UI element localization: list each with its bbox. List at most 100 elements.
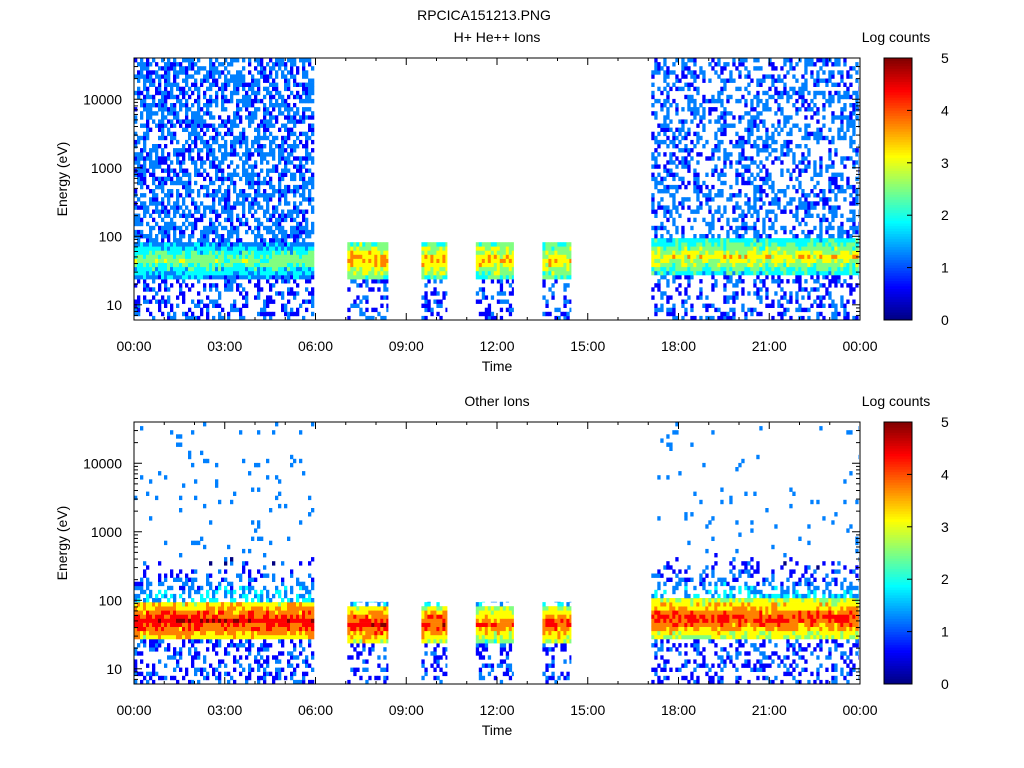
colorbar-step	[884, 246, 912, 250]
colorbar-step	[884, 293, 912, 297]
colorbar-step	[884, 631, 912, 635]
colorbar-step	[884, 560, 912, 564]
data-segment	[347, 601, 389, 685]
colorbar-step	[884, 309, 912, 313]
colorbar-step	[884, 584, 912, 588]
colorbar-step	[884, 503, 912, 507]
colorbar-step	[884, 613, 912, 617]
data-segment	[421, 242, 448, 321]
y-tick-label: 10000	[83, 455, 122, 471]
x-tick-label: 09:00	[389, 702, 424, 718]
colorbar-tick-label: 3	[941, 519, 949, 535]
colorbar-tick-label: 0	[941, 676, 949, 692]
colorbar-step	[884, 477, 912, 481]
colorbar-tick-label: 1	[941, 624, 949, 640]
colorbar-step	[884, 505, 912, 509]
colorbar-step	[884, 204, 912, 208]
data-segment	[475, 601, 514, 685]
colorbar-step	[884, 634, 912, 638]
colorbar-step	[884, 623, 912, 627]
colorbar-step	[884, 608, 912, 612]
colorbar-step	[884, 118, 912, 122]
colorbar-step	[884, 639, 912, 643]
y-tick-label: 100	[99, 228, 123, 244]
y-axis-label: Energy (eV)	[54, 142, 70, 217]
colorbar-step	[884, 207, 912, 211]
colorbar-step	[884, 249, 912, 253]
colorbar-step	[884, 278, 912, 282]
colorbar-step	[884, 621, 912, 625]
spectrogram	[134, 422, 859, 685]
colorbar-step	[884, 568, 912, 572]
colorbar-step	[884, 450, 912, 454]
colorbar-step	[884, 181, 912, 185]
colorbar-step	[884, 511, 912, 515]
colorbar-step	[884, 162, 912, 166]
y-tick-label: 10	[106, 297, 122, 313]
colorbar-step	[884, 228, 912, 232]
colorbar-step	[884, 516, 912, 520]
y-tick-label: 1000	[91, 524, 122, 540]
colorbar-step	[884, 212, 912, 216]
y-tick-label: 100	[99, 592, 123, 608]
x-tick-label: 15:00	[570, 338, 605, 354]
colorbar-step	[884, 422, 912, 426]
colorbar-step	[884, 223, 912, 227]
colorbar-step	[884, 474, 912, 478]
colorbar-step	[884, 60, 912, 64]
colorbar-tick-label: 2	[941, 207, 949, 223]
colorbar-step	[884, 524, 912, 528]
colorbar-step	[884, 545, 912, 549]
colorbar-step	[884, 123, 912, 127]
x-tick-label: 00:00	[116, 702, 151, 718]
colorbar-step	[884, 442, 912, 446]
colorbar-step	[884, 615, 912, 619]
colorbar-step	[884, 115, 912, 119]
colorbar-step	[884, 191, 912, 195]
x-axis-label: Time	[482, 722, 513, 738]
x-tick-label: 12:00	[479, 338, 514, 354]
colorbar-step	[884, 427, 912, 431]
colorbar-step	[884, 144, 912, 148]
colorbar-step	[884, 681, 912, 685]
x-tick-label: 06:00	[298, 338, 333, 354]
colorbar-step	[884, 165, 912, 169]
colorbar-step	[884, 576, 912, 580]
colorbar-step	[884, 487, 912, 491]
colorbar-step	[884, 655, 912, 659]
colorbar-step	[884, 432, 912, 436]
colorbar-step	[884, 233, 912, 237]
panel-other-ions: Other Ions 00:00 03:00 06:00 09:00 12:00 15:0…	[54, 393, 949, 738]
x-tick-label: 21:00	[752, 702, 787, 718]
x-tick-label: 21:00	[752, 338, 787, 354]
colorbar-tick-label: 4	[941, 102, 949, 118]
x-tick-label: 00:00	[842, 338, 877, 354]
colorbar-step	[884, 270, 912, 274]
colorbar-step	[884, 469, 912, 473]
colorbar-step	[884, 456, 912, 460]
colorbar-step	[884, 647, 912, 651]
data-segment	[651, 58, 859, 321]
colorbar-step	[884, 424, 912, 428]
colorbar-step	[884, 448, 912, 452]
colorbar-step	[884, 429, 912, 433]
colorbar-step	[884, 306, 912, 310]
colorbar-step	[884, 626, 912, 630]
x-axis: 00:00 03:00 06:00 09:00 12:00 15:00 18:00 21:00…	[116, 422, 878, 718]
data-segment	[347, 242, 389, 321]
y-axis: 10 100 1000 10000	[83, 57, 860, 321]
colorbar-step	[884, 490, 912, 494]
colorbar-step	[884, 133, 912, 137]
colorbar-step	[884, 63, 912, 67]
colorbar-step	[884, 566, 912, 570]
colorbar-step	[884, 189, 912, 193]
colorbar-step	[884, 285, 912, 289]
colorbar-step	[884, 225, 912, 229]
colorbar-step	[884, 126, 912, 130]
colorbar-frame	[883, 57, 913, 321]
colorbar-tick-label: 0	[941, 312, 949, 328]
colorbar-step	[884, 202, 912, 206]
colorbar-step	[884, 105, 912, 109]
colorbar-step	[884, 76, 912, 80]
